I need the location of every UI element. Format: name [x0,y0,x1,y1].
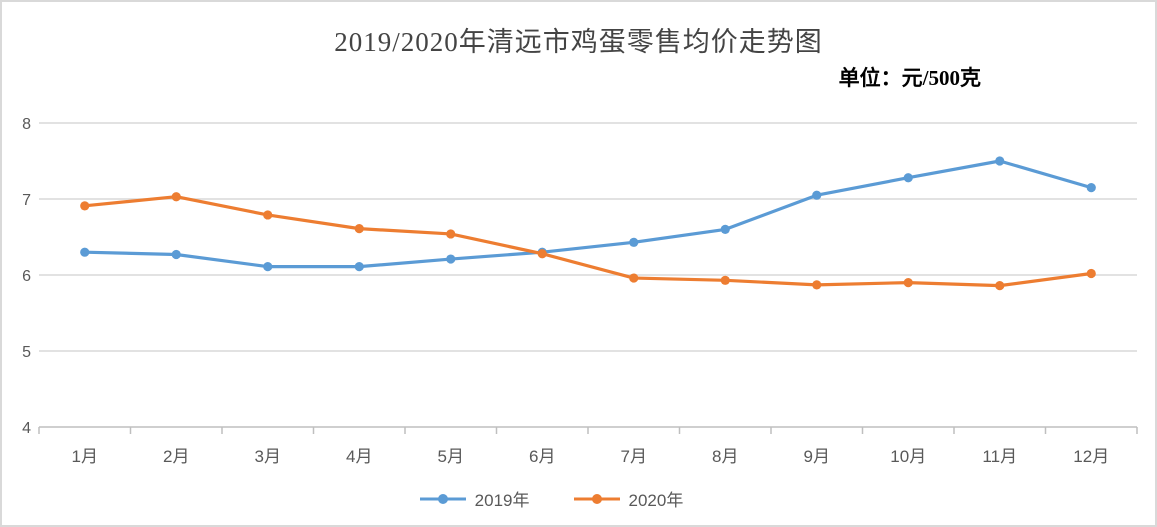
y-axis-label: 6 [22,268,31,285]
data-point-2019年-7月[interactable] [629,237,639,247]
unit-label: 单位：元/500克 [838,66,981,90]
data-point-2019年-8月[interactable] [720,224,730,234]
data-point-2020年-7月[interactable] [629,273,639,283]
legend-line-marker-icon [419,493,466,504]
data-point-2020年-1月[interactable] [80,201,90,211]
x-axis-label: 3月 [255,447,281,466]
x-axis-label: 1月 [72,447,98,466]
legend-label-2020: 2020年 [628,491,684,510]
data-point-2020年-12月[interactable] [1086,268,1096,279]
series-line-2019年[interactable] [83,159,1093,269]
data-point-2019年-9月[interactable] [812,190,822,200]
data-point-2020年-6月[interactable] [537,249,547,259]
x-axis-label: 10月 [890,447,926,466]
data-point-2020年-9月[interactable] [812,280,822,290]
data-point-2020年-10月[interactable] [903,278,913,288]
y-axis-label: 4 [22,420,31,437]
y-axis-label: 7 [22,192,31,209]
y-axis-label: 5 [22,344,31,361]
data-point-2019年-10月[interactable] [903,173,913,183]
data-point-2019年-11月[interactable] [995,156,1005,166]
x-axis-label: 7月 [621,447,647,466]
data-point-2020年-8月[interactable] [720,275,730,285]
y-axis-label: 8 [22,116,31,133]
data-point-2020年-5月[interactable] [446,229,456,239]
data-point-2019年-3月[interactable] [263,262,273,272]
data-point-2020年-11月[interactable] [995,281,1005,291]
data-point-2020年-2月[interactable] [171,192,181,202]
x-axis-label: 9月 [804,447,830,466]
legend-item-2020[interactable]: 2020年 [573,486,684,511]
legend-item-2019[interactable]: 2019年 [419,486,530,511]
data-point-2019年-1月[interactable] [80,247,90,257]
x-axis-label: 8月 [712,447,738,466]
legend-label-2019: 2019年 [474,491,530,510]
data-point-2019年-5月[interactable] [446,254,456,264]
x-axis-label: 2月 [163,447,189,466]
legend: 2019年 2020年 [2,486,1128,511]
x-axis-label: 11月 [982,447,1017,466]
x-axis-label: 4月 [346,447,372,466]
data-point-2020年-3月[interactable] [263,210,273,220]
legend-line-marker-icon [573,493,620,504]
data-point-2019年-4月[interactable] [354,262,364,272]
series-line-2020年[interactable] [83,195,1093,288]
data-point-2019年-2月[interactable] [171,249,181,260]
x-axis-label: 12月 [1073,447,1109,466]
x-axis-label: 6月 [529,447,555,466]
chart-title: 2019/2020年清远市鸡蛋零售均价走势图 [334,27,823,57]
data-point-2020年-4月[interactable] [354,224,364,234]
data-point-2019年-12月[interactable] [1086,183,1096,193]
x-axis-label: 5月 [438,447,464,466]
